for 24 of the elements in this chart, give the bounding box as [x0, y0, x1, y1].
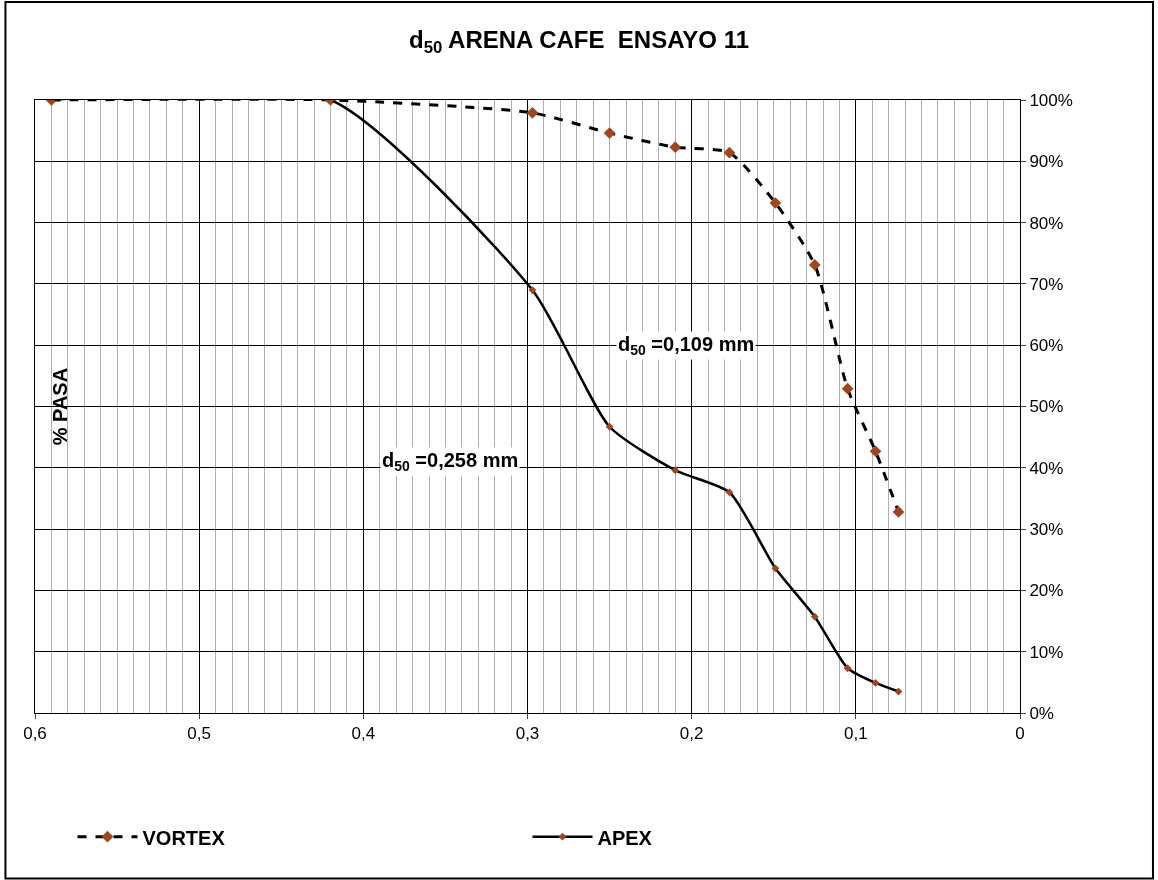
- y-tick-label: 20%: [1029, 581, 1064, 601]
- x-tick-label: 0,4: [351, 724, 376, 744]
- y-tick-label: 100%: [1029, 90, 1073, 110]
- x-tick-label: 0,2: [679, 724, 704, 744]
- annotation: d$_{50}$ =0,258 mm: [382, 449, 519, 475]
- y-tick-label: 0%: [1029, 703, 1054, 723]
- legend-label: VORTEX: [142, 826, 226, 849]
- y-axis-title: % PASA: [49, 367, 72, 446]
- chart-title: d$_{50}$ ARENA CAFE ENSAYO 11: [408, 26, 750, 58]
- y-tick-label: 30%: [1029, 520, 1064, 540]
- y-tick-label: 80%: [1029, 213, 1064, 233]
- y-tick-label: 60%: [1029, 336, 1064, 356]
- y-tick-label: 70%: [1029, 274, 1064, 294]
- y-tick-label: 50%: [1029, 397, 1064, 417]
- x-tick-label: 0: [1015, 724, 1025, 744]
- x-tick-label: 0,6: [23, 724, 47, 744]
- y-tick-label: 40%: [1029, 458, 1064, 478]
- x-tick-label: 0,5: [187, 724, 211, 744]
- annotation: d$_{50}$ =0,109 mm: [618, 333, 755, 359]
- x-tick-label: 0,1: [844, 724, 868, 744]
- y-tick-label: 90%: [1029, 152, 1064, 172]
- x-tick-label: 0,3: [515, 724, 540, 744]
- y-tick-label: 10%: [1029, 642, 1064, 662]
- legend-label: APEX: [597, 826, 653, 849]
